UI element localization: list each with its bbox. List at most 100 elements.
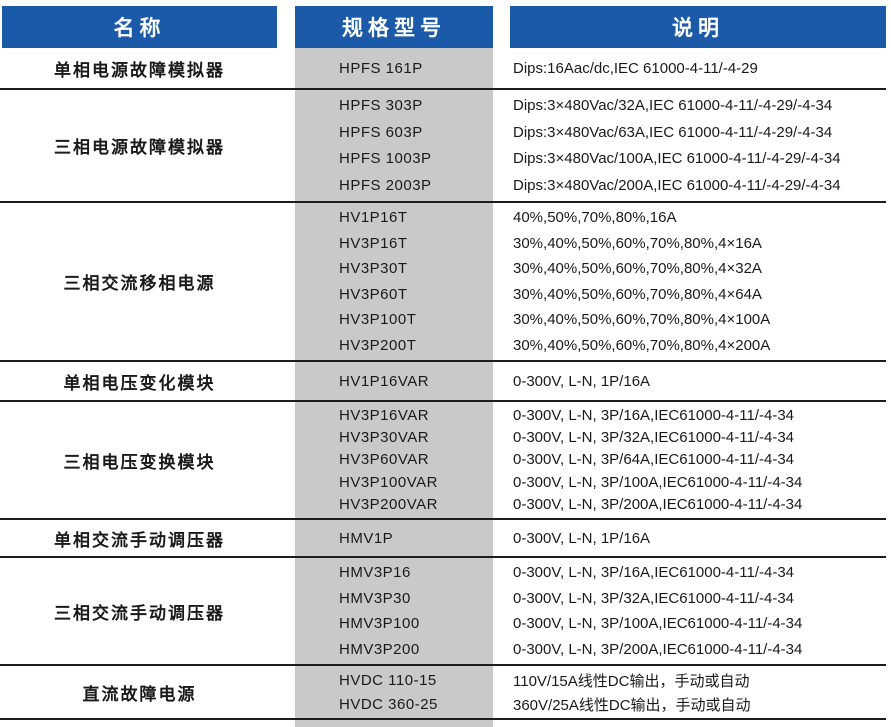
table-row: HPFS 1003P Dips:3×480Vac/100A,IEC 61000-… bbox=[295, 150, 886, 167]
table-row: HV3P200VAR 0-300V, L-N, 3P/200A,IEC61000… bbox=[295, 496, 886, 513]
description-cell: 360V/25A线性DC输出，手动或自动 bbox=[513, 696, 751, 714]
description-cell: 0-300V, L-N, 3P/200A,IEC61000-4-11/-4-34 bbox=[513, 640, 803, 658]
model-cell: HVDC 360-25 bbox=[339, 695, 438, 713]
description-cell: 0-300V, L-N, 3P/16A,IEC61000-4-11/-4-34 bbox=[513, 406, 795, 424]
description-cell: Dips:3×480Vac/63A,IEC 61000-4-11/-4-29/-… bbox=[513, 123, 833, 141]
description-cell: 0-300V, L-N, 3P/16A,IEC61000-4-11/-4-34 bbox=[513, 564, 795, 582]
table-row-group: 单相电源故障模拟器 HPFS 161P Dips:16Aac/dc,IEC 61… bbox=[0, 48, 886, 90]
table-row: HV1P16T 40%,50%,70%,80%,16A bbox=[295, 209, 886, 226]
description-cell: 30%,40%,50%,60%,70%,80%,4×100A bbox=[513, 311, 771, 329]
model-cell: HPFS 161P bbox=[339, 59, 423, 77]
group-lines: HMV3P16 0-300V, L-N, 3P/16A,IEC61000-4-1… bbox=[295, 558, 886, 664]
table-row-group: 直流故障电源 HVDC 110-15 110V/15A线性DC输出，手动或自动 … bbox=[0, 666, 886, 720]
group-lines: HVDC 110-15 110V/15A线性DC输出，手动或自动 HVDC 36… bbox=[295, 666, 886, 718]
table-row: HV3P30T 30%,40%,50%,60%,70%,80%,4×32A bbox=[295, 260, 886, 277]
description-cell: Dips:3×480Vac/100A,IEC 61000-4-11/-4-29/… bbox=[513, 150, 841, 168]
description-cell: 0-300V, L-N, 3P/64A,IEC61000-4-11/-4-34 bbox=[513, 451, 795, 469]
table-row: HVDC 360-25 360V/25A线性DC输出，手动或自动 bbox=[295, 694, 886, 715]
table-row: HV3P200T 30%,40%,50%,60%,70%,80%,4×200A bbox=[295, 337, 886, 354]
model-cell: HV3P60T bbox=[339, 285, 408, 303]
table-row: HV1P16VAR 0-300V, L-N, 1P/16A bbox=[295, 373, 886, 390]
category-name: 单相电源故障模拟器 bbox=[54, 60, 225, 80]
model-cell: HMV1P bbox=[339, 529, 394, 547]
model-cell: HPFS 2003P bbox=[339, 177, 432, 195]
model-cell: HMV3P16 bbox=[339, 564, 411, 582]
model-cell: HV3P100VAR bbox=[339, 473, 438, 491]
description-cell: 110V/15A线性DC输出，手动或自动 bbox=[513, 672, 750, 690]
description-cell: 0-300V, L-N, 3P/32A,IEC61000-4-11/-4-34 bbox=[513, 429, 795, 447]
table-row-group: 三相电源故障模拟器 HPFS 303P Dips:3×480Vac/32A,IE… bbox=[0, 90, 886, 203]
group-lines: HV1P16T 40%,50%,70%,80%,16A HV3P16T 30%,… bbox=[295, 203, 886, 360]
table-row-group: 三相电压变换模块 HV3P16VAR 0-300V, L-N, 3P/16A,I… bbox=[0, 402, 886, 520]
table-row: HMV3P200 0-300V, L-N, 3P/200A,IEC61000-4… bbox=[295, 641, 886, 658]
table-row: HV3P100VAR 0-300V, L-N, 3P/100A,IEC61000… bbox=[295, 474, 886, 491]
table-row: HMV3P16 0-300V, L-N, 3P/16A,IEC61000-4-1… bbox=[295, 564, 886, 581]
description-cell: 0-300V, L-N, 1P/16A bbox=[513, 372, 651, 390]
model-cell: HVDC 110-15 bbox=[339, 671, 437, 689]
table-row-group: 单相交流手动调压器 HMV1P 0-300V, L-N, 1P/16A bbox=[0, 520, 886, 558]
group-lines: HPFS 303P Dips:3×480Vac/32A,IEC 61000-4-… bbox=[295, 90, 886, 201]
table-row: HPFS 2003P Dips:3×480Vac/200A,IEC 61000-… bbox=[295, 177, 886, 194]
category-name: 三相交流手动调压器 bbox=[54, 603, 225, 623]
description-cell: 0-300V, L-N, 3P/100A,IEC61000-4-11/-4-34 bbox=[513, 615, 803, 633]
group-lines: HMV1P 0-300V, L-N, 1P/16A bbox=[295, 520, 886, 556]
header-cell-model: 规格型号 bbox=[295, 6, 493, 48]
category-name: 直流故障电源 bbox=[82, 684, 197, 704]
category-name: 单相电压变化模块 bbox=[63, 373, 216, 393]
description-cell: 0-300V, L-N, 3P/200A,IEC61000-4-11/-4-34 bbox=[513, 496, 803, 514]
table-row: HVDC 110-15 110V/15A线性DC输出，手动或自动 bbox=[295, 670, 886, 691]
table-row: HPFS 603P Dips:3×480Vac/63A,IEC 61000-4-… bbox=[295, 124, 886, 141]
header-cell-description: 说明 bbox=[510, 6, 886, 48]
description-cell: 0-300V, L-N, 1P/16A bbox=[513, 529, 651, 547]
model-cell: HMV3P30 bbox=[339, 589, 411, 607]
description-cell: 30%,40%,50%,60%,70%,80%,4×32A bbox=[513, 260, 762, 278]
model-cell: HPFS 1003P bbox=[339, 150, 432, 168]
model-cell: HPFS 603P bbox=[339, 123, 423, 141]
model-cell: HV3P100T bbox=[339, 311, 417, 329]
description-cell: Dips:16Aac/dc,IEC 61000-4-11/-4-29 bbox=[513, 59, 758, 77]
group-lines: HPFS 161P Dips:16Aac/dc,IEC 61000-4-11/-… bbox=[295, 48, 886, 88]
model-cell: HMV3P100 bbox=[339, 615, 420, 633]
table-header: 名称 规格型号 说明 bbox=[0, 6, 891, 48]
table-row: HMV3P30 0-300V, L-N, 3P/32A,IEC61000-4-1… bbox=[295, 590, 886, 607]
table-row: HV3P16VAR 0-300V, L-N, 3P/16A,IEC61000-4… bbox=[295, 407, 886, 424]
model-cell: HV3P30VAR bbox=[339, 429, 430, 447]
table-row: HPFS 161P Dips:16Aac/dc,IEC 61000-4-11/-… bbox=[295, 60, 886, 77]
table-row-group: 三相交流手动调压器 HMV3P16 0-300V, L-N, 3P/16A,IE… bbox=[0, 558, 886, 666]
model-cell: HV3P200VAR bbox=[339, 496, 438, 514]
description-cell: 0-300V, L-N, 3P/32A,IEC61000-4-11/-4-34 bbox=[513, 589, 795, 607]
description-cell: 0-300V, L-N, 3P/100A,IEC61000-4-11/-4-34 bbox=[513, 473, 803, 491]
model-cell: HV1P16T bbox=[339, 209, 408, 227]
table-row: HV3P60T 30%,40%,50%,60%,70%,80%,4×64A bbox=[295, 286, 886, 303]
table-row: HV3P16T 30%,40%,50%,60%,70%,80%,4×16A bbox=[295, 235, 886, 252]
table-row: HPFS 303P Dips:3×480Vac/32A,IEC 61000-4-… bbox=[295, 97, 886, 114]
table-row-group: 三相交流移相电源 HV1P16T 40%,50%,70%,80%,16A HV3… bbox=[0, 203, 886, 362]
table-row: HMV3P100 0-300V, L-N, 3P/100A,IEC61000-4… bbox=[295, 615, 886, 632]
model-cell: HV1P16VAR bbox=[339, 372, 430, 390]
description-cell: Dips:3×480Vac/32A,IEC 61000-4-11/-4-29/-… bbox=[513, 96, 833, 114]
description-cell: 30%,40%,50%,60%,70%,80%,4×16A bbox=[513, 234, 762, 252]
category-name: 三相交流移相电源 bbox=[63, 274, 216, 293]
description-cell: 40%,50%,70%,80%,16A bbox=[513, 209, 677, 227]
model-cell: HV3P16T bbox=[339, 234, 408, 252]
category-name: 三相电压变换模块 bbox=[63, 452, 216, 472]
category-name: 单相交流手动调压器 bbox=[54, 530, 225, 550]
group-lines: HV3P16VAR 0-300V, L-N, 3P/16A,IEC61000-4… bbox=[295, 402, 886, 518]
model-cell: HV3P60VAR bbox=[339, 451, 430, 469]
model-cell: HMV3P200 bbox=[339, 640, 420, 658]
model-cell: HV3P200T bbox=[339, 336, 417, 354]
description-cell: Dips:3×480Vac/200A,IEC 61000-4-11/-4-29/… bbox=[513, 177, 841, 195]
description-cell: 30%,40%,50%,60%,70%,80%,4×64A bbox=[513, 285, 762, 303]
table-row: HMV1P 0-300V, L-N, 1P/16A bbox=[295, 530, 886, 547]
table-row-group: 单相电压变化模块 HV1P16VAR 0-300V, L-N, 1P/16A bbox=[0, 362, 886, 402]
table-row: HV3P100T 30%,40%,50%,60%,70%,80%,4×100A bbox=[295, 311, 886, 328]
model-cell: HV3P30T bbox=[339, 260, 408, 278]
category-name: 三相电源故障模拟器 bbox=[54, 138, 225, 157]
table-body: 单相电源故障模拟器 HPFS 161P Dips:16Aac/dc,IEC 61… bbox=[0, 48, 886, 720]
header-cell-name: 名称 bbox=[2, 6, 277, 48]
model-cell: HPFS 303P bbox=[339, 96, 423, 114]
table-row: HV3P60VAR 0-300V, L-N, 3P/64A,IEC61000-4… bbox=[295, 451, 886, 468]
model-column-background bbox=[295, 48, 493, 727]
table-row: HV3P30VAR 0-300V, L-N, 3P/32A,IEC61000-4… bbox=[295, 429, 886, 446]
model-cell: HV3P16VAR bbox=[339, 406, 430, 424]
